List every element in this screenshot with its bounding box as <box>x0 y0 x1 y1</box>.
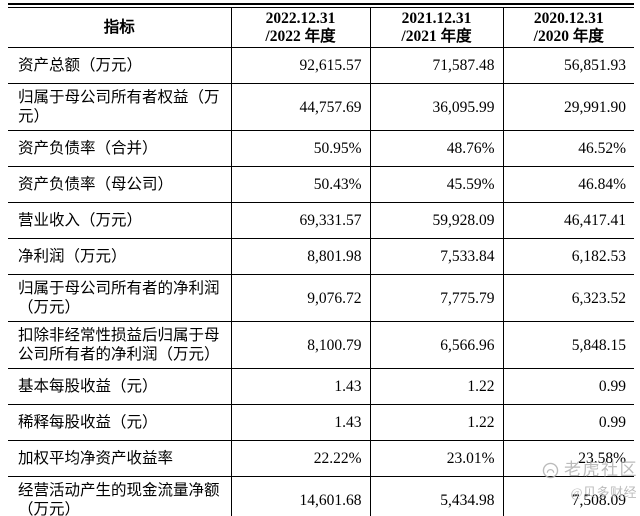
table-row: 基本每股收益（元） 1.43 1.22 0.99 <box>8 368 634 405</box>
indicator-cell: 营业收入（万元） <box>8 202 231 239</box>
value-cell: 7,775.79 <box>369 274 503 322</box>
value-cell: 29,991.90 <box>502 83 634 131</box>
table-row: 资产负债率（合并） 50.95% 48.76% 46.52% <box>8 130 634 167</box>
financial-indicators-table-frame: 指标 2022.12.31 /2022 年度 2021.12.31 /2021 … <box>8 3 634 516</box>
table-row: 经营活动产生的现金流量净额（万元） 14,601.68 5,434.98 7,5… <box>8 476 634 516</box>
value-cell: 48.76% <box>369 130 503 167</box>
value-cell: 1.22 <box>369 404 503 441</box>
value-cell: 71,587.48 <box>369 47 503 84</box>
table-row: 资产总额（万元） 92,615.57 71,587.48 56,851.93 <box>8 47 634 84</box>
value-cell: 1.43 <box>230 368 370 405</box>
value-cell: 92,615.57 <box>230 47 370 84</box>
table-row: 稀释每股收益（元） 1.43 1.22 0.99 <box>8 404 634 441</box>
header-period-2022: 2022.12.31 /2022 年度 <box>230 7 370 48</box>
indicator-cell: 资产总额（万元） <box>8 47 231 84</box>
header-row: 指标 2022.12.31 /2022 年度 2021.12.31 /2021 … <box>8 7 634 48</box>
indicator-cell: 资产负债率（合并） <box>8 130 231 167</box>
table-row: 加权平均净资产收益率 22.22% 23.01% 23.58% <box>8 440 634 477</box>
value-cell: 23.58% <box>502 440 634 477</box>
value-cell: 8,100.79 <box>230 321 370 369</box>
value-cell: 9,076.72 <box>230 274 370 322</box>
table-row: 净利润（万元） 8,801.98 7,533.84 6,182.53 <box>8 238 634 275</box>
header-period-2021: 2021.12.31 /2021 年度 <box>369 7 503 48</box>
value-cell: 0.99 <box>502 368 634 405</box>
value-cell: 59,928.09 <box>369 202 503 239</box>
value-cell: 8,801.98 <box>230 238 370 275</box>
indicator-cell: 基本每股收益（元） <box>8 368 231 405</box>
value-cell: 6,323.52 <box>502 274 634 322</box>
value-cell: 50.95% <box>230 130 370 167</box>
value-cell: 69,331.57 <box>230 202 370 239</box>
value-cell: 50.43% <box>230 166 370 203</box>
indicator-cell: 扣除非经常性损益后归属于母公司所有者的净利润（万元） <box>8 321 231 369</box>
value-cell: 5,848.15 <box>502 321 634 369</box>
indicator-cell: 归属于母公司所有者权益（万元） <box>8 83 231 131</box>
table-row: 归属于母公司所有者权益（万元） 44,757.69 36,095.99 29,9… <box>8 83 634 131</box>
indicator-cell: 加权平均净资产收益率 <box>8 440 231 477</box>
table-row: 归属于母公司所有者的净利润（万元） 9,076.72 7,775.79 6,32… <box>8 274 634 322</box>
value-cell: 44,757.69 <box>230 83 370 131</box>
value-cell: 14,601.68 <box>230 476 370 516</box>
value-cell: 36,095.99 <box>369 83 503 131</box>
value-cell: 45.59% <box>369 166 503 203</box>
financial-indicators-table: 指标 2022.12.31 /2022 年度 2021.12.31 /2021 … <box>8 7 634 516</box>
value-cell: 1.22 <box>369 368 503 405</box>
value-cell: 22.22% <box>230 440 370 477</box>
value-cell: 6,182.53 <box>502 238 634 275</box>
header-indicator: 指标 <box>8 7 231 48</box>
value-cell: 56,851.93 <box>502 47 634 84</box>
table-row: 资产负债率（母公司） 50.43% 45.59% 46.84% <box>8 166 634 203</box>
value-cell: 7,533.84 <box>369 238 503 275</box>
indicator-cell: 资产负债率（母公司） <box>8 166 231 203</box>
value-cell: 46.52% <box>502 130 634 167</box>
value-cell: 1.43 <box>230 404 370 441</box>
value-cell: 6,566.96 <box>369 321 503 369</box>
table-row: 扣除非经常性损益后归属于母公司所有者的净利润（万元） 8,100.79 6,56… <box>8 321 634 369</box>
header-period-2020: 2020.12.31 /2020 年度 <box>502 7 634 48</box>
value-cell: 0.99 <box>502 404 634 441</box>
indicator-cell: 经营活动产生的现金流量净额（万元） <box>8 476 231 516</box>
financial-table-body: 资产总额（万元） 92,615.57 71,587.48 56,851.93 归… <box>8 47 634 516</box>
value-cell: 5,434.98 <box>369 476 503 516</box>
value-cell: 7,508.09 <box>502 476 634 516</box>
table-header: 指标 2022.12.31 /2022 年度 2021.12.31 /2021 … <box>8 7 634 48</box>
value-cell: 46,417.41 <box>502 202 634 239</box>
indicator-cell: 净利润（万元） <box>8 238 231 275</box>
indicator-cell: 稀释每股收益（元） <box>8 404 231 441</box>
value-cell: 46.84% <box>502 166 634 203</box>
indicator-cell: 归属于母公司所有者的净利润（万元） <box>8 274 231 322</box>
value-cell: 23.01% <box>369 440 503 477</box>
table-row: 营业收入（万元） 69,331.57 59,928.09 46,417.41 <box>8 202 634 239</box>
